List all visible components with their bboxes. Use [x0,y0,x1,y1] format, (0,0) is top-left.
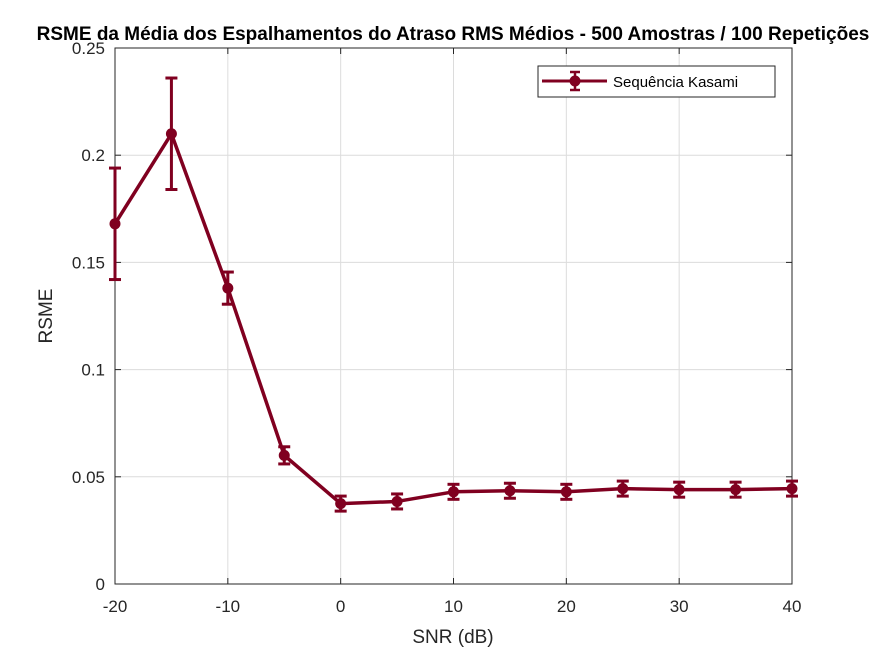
x-tick-label: 20 [557,597,576,616]
data-point [560,486,572,498]
legend-marker [569,75,581,87]
x-tick-label: 0 [336,597,345,616]
x-tick-label: 10 [444,597,463,616]
x-tick-label: 30 [670,597,689,616]
series-group [109,76,798,513]
data-point [165,128,177,140]
y-tick-label: 0.15 [72,253,105,272]
data-point [391,495,403,507]
axes [114,47,793,585]
y-tick-label: 0 [96,575,105,594]
x-tick-label: -20 [103,597,128,616]
data-point [335,498,347,510]
legend: Sequência Kasami [537,65,776,98]
x-tick-label: -10 [216,597,241,616]
x-axis-label: SNR (dB) [412,627,493,648]
legend-label: Sequência Kasami [613,74,738,91]
y-tick-label: 0.1 [81,361,105,380]
data-point [673,484,685,496]
data-point [504,485,516,497]
data-point [730,484,742,496]
data-point [617,483,629,495]
data-point [278,449,290,461]
data-point [109,218,121,230]
data-point [786,483,798,495]
tick-labels: -20 -10 0 10 20 30 40 0 0.05 0.1 0.15 0.2 0.25 [72,39,802,616]
data-point [222,282,234,294]
y-axis-label: RSME [36,289,57,344]
y-tick-label: 0.2 [81,146,105,165]
x-tick-label: 40 [783,597,802,616]
y-tick-label: 0.25 [72,39,105,58]
data-point [448,486,459,498]
y-tick-label: 0.05 [72,468,105,487]
chart-title: RSME da Média dos Espalhamentos do Atras… [37,24,870,45]
